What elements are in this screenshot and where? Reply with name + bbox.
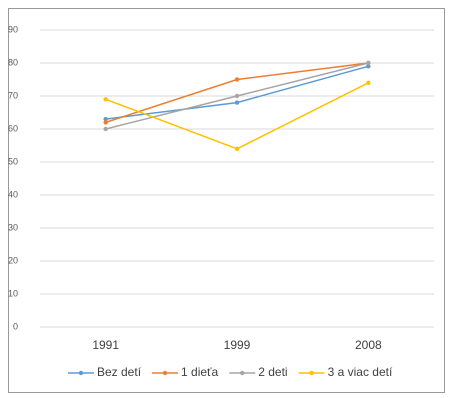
y-tick-label: 60 — [8, 123, 18, 133]
point — [103, 126, 108, 132]
y-tick-label: 40 — [8, 189, 18, 199]
point — [366, 60, 371, 66]
point — [366, 64, 371, 69]
point — [234, 100, 240, 105]
legend-marker — [309, 370, 314, 376]
x-tick-label: 1999 — [224, 338, 251, 352]
x-tick-label: 1991 — [92, 338, 119, 352]
point — [103, 116, 108, 122]
y-tick-label: 30 — [8, 222, 18, 232]
legend-label: 1 dieťa — [181, 365, 219, 379]
y-tick-label: 70 — [8, 90, 18, 100]
legend-marker — [240, 370, 245, 376]
y-tick-label: 90 — [8, 24, 18, 34]
x-tick-label: 2008 — [355, 338, 382, 352]
point — [234, 77, 240, 82]
legend-marker — [162, 370, 168, 376]
y-tick-label: 0 — [13, 321, 18, 331]
point — [234, 146, 240, 151]
y-tick-label: 50 — [8, 156, 18, 166]
point — [103, 97, 108, 102]
y-tick-label: 80 — [8, 57, 18, 67]
y-tick-label: 10 — [8, 288, 18, 298]
legend-label: 2 deti — [258, 365, 287, 379]
legend-label: Bez detí — [97, 365, 142, 379]
y-tick-label: 20 — [8, 255, 18, 265]
point — [234, 93, 240, 99]
point — [366, 80, 371, 86]
point — [103, 120, 108, 125]
legend-marker — [78, 370, 84, 376]
chart-frame — [8, 8, 445, 393]
legend-label: 3 a viac detí — [328, 365, 393, 379]
